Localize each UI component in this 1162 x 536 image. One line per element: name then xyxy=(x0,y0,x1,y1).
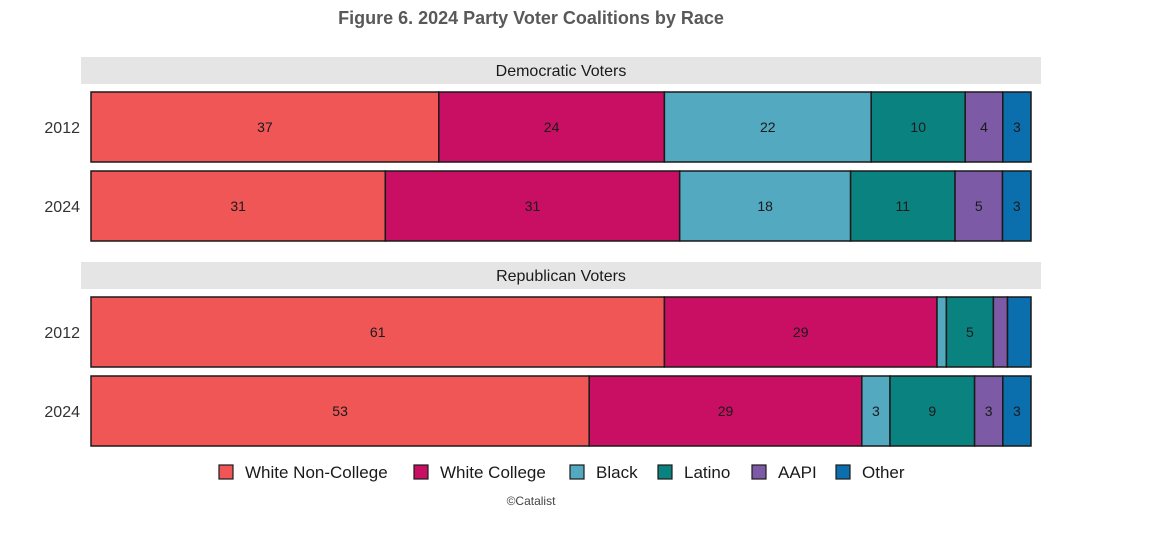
bar-segment-white-college xyxy=(384,170,681,242)
legend-item-black: Black xyxy=(569,463,638,482)
data-label: 29 xyxy=(793,324,809,340)
legend-label: AAPI xyxy=(778,463,817,482)
row-label: 2012 xyxy=(44,325,80,342)
data-label: 9 xyxy=(928,403,936,419)
bar-row-2024: 2024 53 29 3 9 3 3 xyxy=(44,375,1032,447)
data-label: 18 xyxy=(757,198,773,214)
legend-label: Latino xyxy=(684,463,730,482)
data-label: 5 xyxy=(966,324,974,340)
data-label: 37 xyxy=(257,119,273,135)
bar-segment-white-college xyxy=(663,296,938,368)
legend-item-white-college: White College xyxy=(413,463,546,482)
bar-segment-other xyxy=(1002,91,1032,163)
bar-segment-other xyxy=(1001,170,1032,242)
bar-segment-latino xyxy=(849,170,956,242)
data-label: 22 xyxy=(760,119,776,135)
data-label: 31 xyxy=(230,198,246,214)
bar-segment-aapi xyxy=(964,91,1004,163)
legend-item-latino: Latino xyxy=(657,463,730,482)
legend-label: Black xyxy=(596,463,638,482)
bar-segment-white-non-college xyxy=(90,170,387,242)
bar-segment-other xyxy=(1002,375,1032,447)
legend-swatch xyxy=(751,464,767,480)
bar-segment-white-college xyxy=(438,91,666,163)
bar-row-2012: 2012 37 24 22 10 4 3 xyxy=(44,91,1032,163)
data-label: 5 xyxy=(975,198,983,214)
legend-item-other: Other xyxy=(835,463,905,482)
legend-swatch xyxy=(835,464,851,480)
data-label: 61 xyxy=(370,324,386,340)
bar-segment-black xyxy=(663,91,872,163)
bar-segment-black xyxy=(936,296,948,368)
bar-segment-other xyxy=(1006,296,1032,368)
data-label: 29 xyxy=(718,403,734,419)
data-label: 31 xyxy=(525,198,541,214)
legend-swatch xyxy=(218,464,234,480)
legend-label: White Non-College xyxy=(245,463,388,482)
row-label: 2024 xyxy=(44,404,80,421)
chart-title: Figure 6. 2024 Party Voter Coalitions by… xyxy=(338,8,724,28)
data-label: 3 xyxy=(872,403,880,419)
chart-credit: ©Catalist xyxy=(507,494,557,508)
data-label: 3 xyxy=(985,403,993,419)
data-label: 10 xyxy=(910,119,926,135)
legend-swatch xyxy=(413,464,429,480)
legend-label: Other xyxy=(862,463,905,482)
legend-swatch xyxy=(657,464,673,480)
bar-row-2024: 2024 31 31 18 11 5 3 xyxy=(44,170,1032,242)
bar-segment-white-non-college xyxy=(90,296,666,368)
chart-legend: White Non-College White College Black Latin… xyxy=(218,463,905,482)
legend-item-white-non-college: White Non-College xyxy=(218,463,388,482)
panel-label: Republican Voters xyxy=(496,268,626,285)
row-label: 2024 xyxy=(44,199,80,216)
panel-republican-voters: Republican Voters 2012 61 29 5 2024 53 29 3 9 3 3 xyxy=(44,262,1041,447)
data-label: 4 xyxy=(980,119,988,135)
bar-row-2012: 2012 61 29 5 xyxy=(44,296,1032,368)
legend-label: White College xyxy=(440,463,546,482)
data-label: 3 xyxy=(1013,119,1021,135)
data-label: 24 xyxy=(544,119,560,135)
panel-label: Democratic Voters xyxy=(496,63,627,80)
bar-segment-latino xyxy=(870,91,966,163)
bar-segment-aapi xyxy=(954,170,1004,242)
bar-segment-white-college xyxy=(588,375,863,447)
data-label: 3 xyxy=(1013,198,1021,214)
legend-item-aapi: AAPI xyxy=(751,463,817,482)
data-label: 53 xyxy=(332,403,348,419)
data-label: 3 xyxy=(1013,403,1021,419)
legend-swatch xyxy=(569,464,585,480)
row-label: 2012 xyxy=(44,120,80,137)
panel-strip xyxy=(81,262,1041,289)
bar-segment-black xyxy=(861,375,891,447)
bar-segment-aapi xyxy=(992,296,1009,368)
bar-segment-white-non-college xyxy=(90,91,440,163)
data-label: 11 xyxy=(896,198,911,214)
bar-segment-black xyxy=(678,170,852,242)
panel-strip xyxy=(81,57,1041,84)
